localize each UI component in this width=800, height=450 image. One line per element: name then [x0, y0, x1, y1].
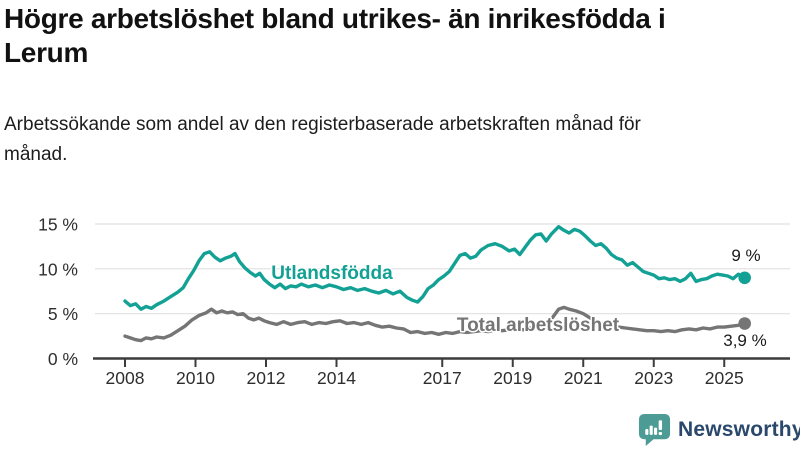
y-tick-label: 5 % — [48, 304, 78, 324]
series-label-total-arbetsloshet: Total arbetslöshet — [457, 315, 620, 336]
line-series-0 — [123, 224, 747, 311]
x-tick-label: 2019 — [493, 368, 532, 388]
x-tick-label: 2021 — [564, 368, 603, 388]
page-title: Högre arbetslöshet bland utrikes- än inr… — [4, 3, 666, 68]
x-tick-label: 2010 — [176, 368, 215, 388]
x-tick-label: 2025 — [705, 368, 744, 388]
x-axis: 2008 2010 2012 2014 2017 2019 2021 2023 2025 — [106, 358, 744, 388]
page-subtitle: Arbetssökande som andel av den registerb… — [4, 114, 641, 165]
newsworthy-wordmark: Newsworthy — [678, 418, 800, 441]
y-tick-label: 0 % — [48, 349, 78, 369]
x-tick-label: 2014 — [317, 368, 356, 388]
end-point-series-1 — [738, 317, 751, 330]
series-lines — [123, 224, 751, 343]
end-value-label-total: 3,9 % — [723, 331, 766, 350]
newsworthy-logo: Newsworthy — [638, 412, 800, 448]
line-series-1 — [123, 305, 747, 343]
x-tick-label: 2012 — [247, 368, 286, 388]
x-tick-label: 2017 — [423, 368, 462, 388]
y-tick-label: 10 % — [38, 259, 78, 279]
x-tick-label: 2008 — [106, 368, 145, 388]
end-point-series-0 — [738, 271, 751, 285]
x-tick-label: 2023 — [634, 368, 673, 388]
y-tick-label: 15 % — [38, 214, 78, 234]
series-label-utlandsfodda: Utlandsfödda — [271, 263, 393, 284]
end-value-label-utlandsfodda: 9 % — [731, 246, 760, 265]
gridlines: 0 % 5 % 10 % 15 % — [38, 214, 790, 369]
bar-chart-speech-bubble-icon — [638, 413, 671, 447]
